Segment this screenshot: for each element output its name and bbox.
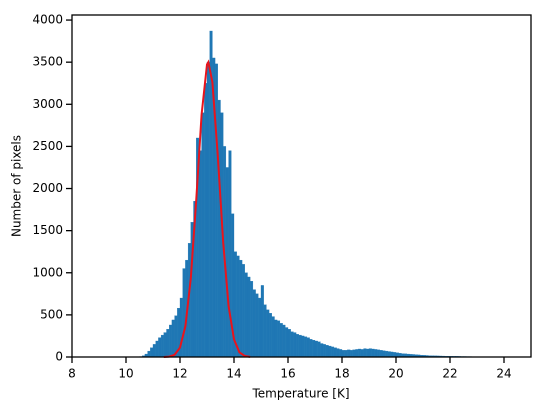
bar [218, 100, 221, 357]
bar [272, 317, 275, 357]
bar [361, 349, 364, 357]
bar [339, 349, 342, 357]
x-tick-label: 14 [226, 367, 241, 381]
x-tick-label: 10 [118, 367, 133, 381]
bar [161, 335, 164, 357]
x-tick-label: 20 [388, 367, 403, 381]
y-tick-label: 1500 [32, 223, 63, 237]
y-tick-label: 3500 [32, 55, 63, 69]
bar [164, 333, 167, 357]
x-tick-label: 12 [172, 367, 187, 381]
bar [342, 350, 345, 357]
x-tick-label: 16 [280, 367, 295, 381]
bar [261, 285, 264, 357]
bar [350, 350, 353, 357]
bar [283, 325, 286, 357]
y-axis-label: Number of pixels [10, 135, 24, 237]
y-tick-label: 2500 [32, 139, 63, 153]
bar [285, 328, 288, 357]
bar [356, 349, 359, 357]
bar [312, 340, 315, 357]
x-tick-label: 24 [496, 367, 511, 381]
bar [334, 348, 337, 357]
bar [248, 277, 251, 357]
bar [204, 83, 207, 357]
bar [293, 333, 296, 357]
bar [277, 321, 280, 357]
plot-frame [72, 15, 531, 357]
bar [372, 349, 375, 357]
bar [156, 341, 159, 357]
bar [158, 338, 161, 357]
bar [347, 350, 350, 357]
bar [391, 352, 394, 357]
bar [366, 349, 369, 357]
bar [183, 269, 186, 357]
bar [304, 337, 307, 357]
bar [264, 305, 267, 357]
bar [345, 350, 348, 357]
bar [380, 350, 383, 357]
bar [337, 349, 340, 357]
bar [148, 351, 151, 357]
bar [258, 298, 261, 357]
bar [388, 352, 391, 357]
bar [280, 323, 283, 357]
bar [307, 338, 310, 357]
y-tick-label: 2000 [32, 181, 63, 195]
y-tick-label: 500 [40, 307, 63, 321]
bar [326, 345, 329, 357]
x-axis-label: Temperature [K] [251, 387, 349, 401]
bar [323, 344, 326, 357]
bar [329, 346, 332, 357]
bar [299, 335, 302, 357]
bar [237, 256, 240, 357]
bar [302, 336, 305, 357]
bar [364, 349, 367, 357]
bar [288, 329, 291, 357]
bar [199, 151, 202, 357]
x-tick-label: 8 [68, 367, 76, 381]
bar [358, 349, 361, 357]
bar [383, 351, 386, 357]
bar [310, 339, 313, 357]
bar [169, 325, 172, 357]
bar [153, 344, 156, 357]
x-tick-label: 18 [334, 367, 349, 381]
y-tick-label: 0 [55, 350, 63, 364]
y-tick-label: 1000 [32, 265, 63, 279]
y-tick-label: 3000 [32, 97, 63, 111]
bar [291, 332, 294, 357]
bar [393, 352, 396, 357]
bar [296, 334, 299, 357]
bar [320, 344, 323, 357]
bar [245, 273, 248, 357]
bar [315, 341, 318, 357]
bar [207, 62, 210, 357]
bar [275, 320, 278, 357]
bar [266, 310, 269, 357]
bar [253, 290, 256, 357]
bar [250, 281, 253, 357]
bar [172, 320, 175, 357]
bar [331, 347, 334, 357]
x-tick-label: 22 [442, 367, 457, 381]
bar [385, 351, 388, 357]
bar [150, 348, 153, 357]
bar [202, 113, 205, 357]
bar [318, 342, 321, 357]
y-tick-label: 4000 [32, 13, 63, 27]
bar [269, 313, 272, 357]
bar [256, 294, 259, 357]
bar [374, 349, 377, 357]
bar [353, 350, 356, 357]
bar [239, 260, 242, 357]
bar [226, 167, 229, 357]
bar [242, 264, 245, 357]
bar [215, 64, 218, 357]
bar [369, 349, 372, 357]
bar [167, 329, 170, 357]
bar [377, 350, 380, 357]
